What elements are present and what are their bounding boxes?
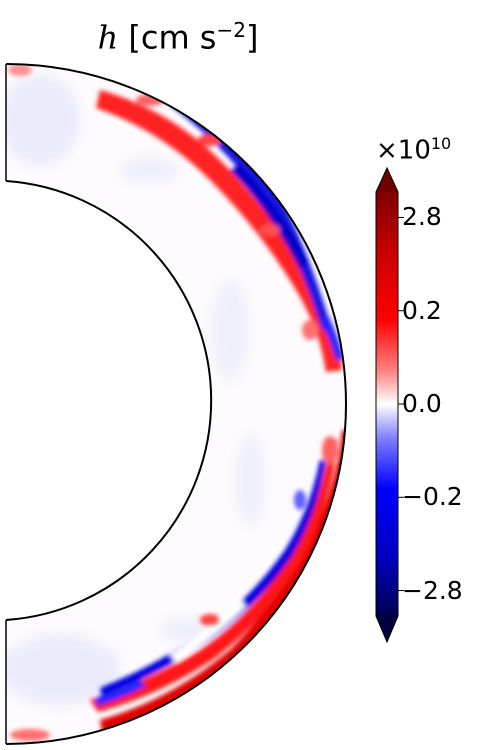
- chart-title: h [cm s−2]: [0, 18, 356, 57]
- colorbar-tick-label: −0.2: [402, 482, 463, 512]
- colorbar-outline: [375, 166, 399, 644]
- colorbar-tick-label: −2.8: [402, 575, 463, 605]
- colorbar-ticks: [398, 216, 404, 592]
- colorbar-multiplier-base: ×10: [376, 135, 431, 166]
- colorbar-multiplier-exp: 10: [430, 134, 452, 153]
- heatmap-field: [6, 64, 346, 744]
- title-units: [cm s: [128, 18, 217, 57]
- outer-boundary: [5, 63, 347, 745]
- colorbar-tick-label: 2.8: [402, 202, 442, 232]
- colorbar-tick-label: 0.0: [402, 389, 442, 418]
- title-close: ]: [245, 18, 259, 57]
- title-exponent: −2: [216, 18, 246, 42]
- colorbar-extend-min: [376, 616, 398, 642]
- colorbar-body: [376, 192, 398, 616]
- colorbar-multiplier: ×1010: [376, 136, 451, 164]
- inner-boundary: [5, 180, 213, 621]
- colorbar: [375, 166, 404, 644]
- title-variable: h: [97, 18, 119, 57]
- colorbar-tick-label: 0.2: [402, 295, 442, 325]
- colorbar-extend-max: [376, 168, 398, 192]
